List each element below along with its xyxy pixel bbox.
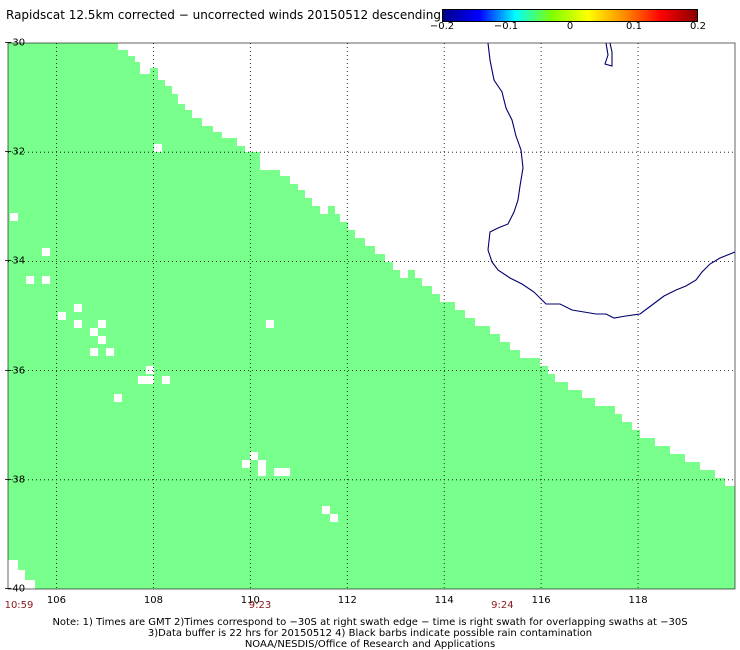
latitude-label: −30: [4, 37, 26, 49]
swath-time-label: 9:24: [491, 600, 514, 611]
missing-data-cell: [274, 468, 282, 476]
footnote-line-1: Note: 1) Times are GMT 2)Times correspon…: [52, 617, 688, 628]
missing-data-cell: [330, 514, 338, 522]
longitude-label: 110: [240, 595, 260, 606]
longitude-label: 116: [531, 595, 551, 606]
map-frame: [7, 42, 736, 590]
missing-data-cell: [162, 376, 170, 384]
missing-data-cell: [258, 460, 266, 468]
missing-data-cell: [98, 336, 106, 344]
footnote-line-2: 3)Data buffer is 22 hrs for 20150512 4) …: [147, 628, 593, 639]
missing-data-cell: [58, 312, 66, 320]
missing-data-cell: [74, 320, 82, 328]
longitude-label: 114: [434, 595, 454, 606]
missing-data-cell: [242, 460, 250, 468]
longitude-label: 108: [143, 595, 163, 606]
latitude-label: −40: [4, 583, 26, 595]
swath-time-label: 10:59: [4, 600, 34, 611]
missing-data-cell: [114, 394, 122, 402]
latitude-label: −36: [4, 365, 26, 377]
missing-data-cell: [10, 213, 18, 221]
color-scale-tick-label: 0.1: [626, 21, 642, 32]
missing-data-cell: [146, 376, 154, 384]
missing-data-cell: [90, 348, 98, 356]
missing-data-cell: [106, 348, 114, 356]
missing-data-cell: [258, 468, 266, 476]
longitude-label: 106: [46, 595, 66, 606]
missing-data-cell: [266, 320, 274, 328]
color-scale-tick-label: 0.2: [690, 21, 706, 32]
color-scale-bar: [442, 9, 698, 22]
missing-data-cell: [42, 248, 50, 256]
missing-data-cell: [146, 366, 154, 374]
latitude-label: −34: [4, 255, 26, 267]
coastline-inlet: [604, 42, 613, 67]
latitude-label: −38: [4, 474, 26, 486]
longitude-label: 118: [628, 595, 648, 606]
color-scale-tick-label: −0.1: [493, 21, 519, 32]
missing-data-cell: [26, 276, 34, 284]
footnotes: Note: 1) Times are GMT 2)Times correspon…: [0, 617, 740, 650]
footnote-line-3: NOAA/NESDIS/Office of Research and Appli…: [244, 639, 496, 650]
color-scale-tick-label: 0: [566, 21, 574, 32]
missing-data-cell: [322, 506, 330, 514]
missing-data-cell: [154, 144, 162, 152]
missing-data-cell: [282, 468, 290, 476]
longitude-label: 112: [337, 595, 357, 606]
wind-swath-area: [8, 43, 735, 589]
missing-data-cell: [138, 376, 146, 384]
missing-data-cell: [74, 304, 82, 312]
missing-data-cell: [98, 320, 106, 328]
missing-data-cell: [42, 276, 50, 284]
coastline: [487, 42, 736, 319]
latitude-label: −32: [4, 146, 26, 158]
color-scale-tick-label: −0.2: [429, 21, 455, 32]
missing-data-cell: [250, 452, 258, 460]
map-title: Rapidscat 12.5km corrected − uncorrected…: [6, 8, 441, 22]
missing-data-cell: [90, 328, 98, 336]
swath-time-label: 9:23: [248, 600, 272, 611]
